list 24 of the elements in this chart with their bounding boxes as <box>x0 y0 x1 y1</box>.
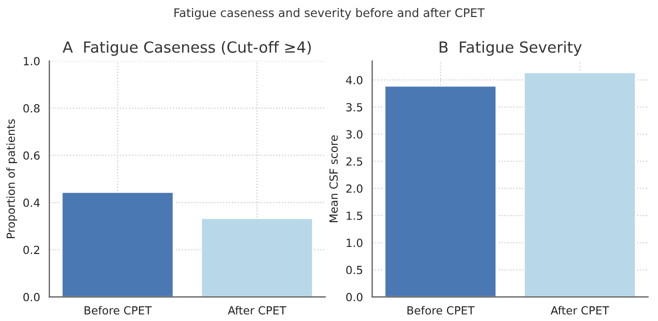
y-tick-label: 0.5 <box>346 266 362 274</box>
y-tick-label: 1.5 <box>346 212 362 220</box>
y-tick-label: 0.0 <box>23 292 40 302</box>
y-tick-label: 0.2 <box>23 246 40 254</box>
y-tick-label: 2.5 <box>346 157 362 166</box>
y-axis-title: Mean CSF score <box>329 135 338 222</box>
chart-title: A Fatigue Caseness (Cut-off ≥4) <box>62 41 311 56</box>
x-tick-label: After CPET <box>228 306 286 315</box>
x-tick-label: Before CPET <box>408 306 475 315</box>
y-tick-label: 2.0 <box>346 184 362 193</box>
y-tick-label: 1.0 <box>346 238 362 248</box>
y-tick-label: 0.6 <box>23 151 40 160</box>
y-tick-label: 1.0 <box>24 56 40 66</box>
y-tick-label: 3.0 <box>346 130 362 139</box>
y-axis-title: Proportion of patients <box>6 119 18 238</box>
y-tick-label: 0.4 <box>23 198 40 207</box>
y-tick-label: 0.0 <box>346 292 362 302</box>
text: Fatigue caseness and severity before and after CPET <box>174 8 485 20</box>
y-tick-label: 4.0 <box>346 76 362 84</box>
y-tick-label: 3.5 <box>346 103 362 112</box>
x-tick-label: After CPET <box>550 306 610 315</box>
chart-title: B Fatigue Severity <box>440 41 582 56</box>
y-tick-label: 0.8 <box>23 104 40 113</box>
x-tick-label: Before CPET <box>84 306 152 315</box>
